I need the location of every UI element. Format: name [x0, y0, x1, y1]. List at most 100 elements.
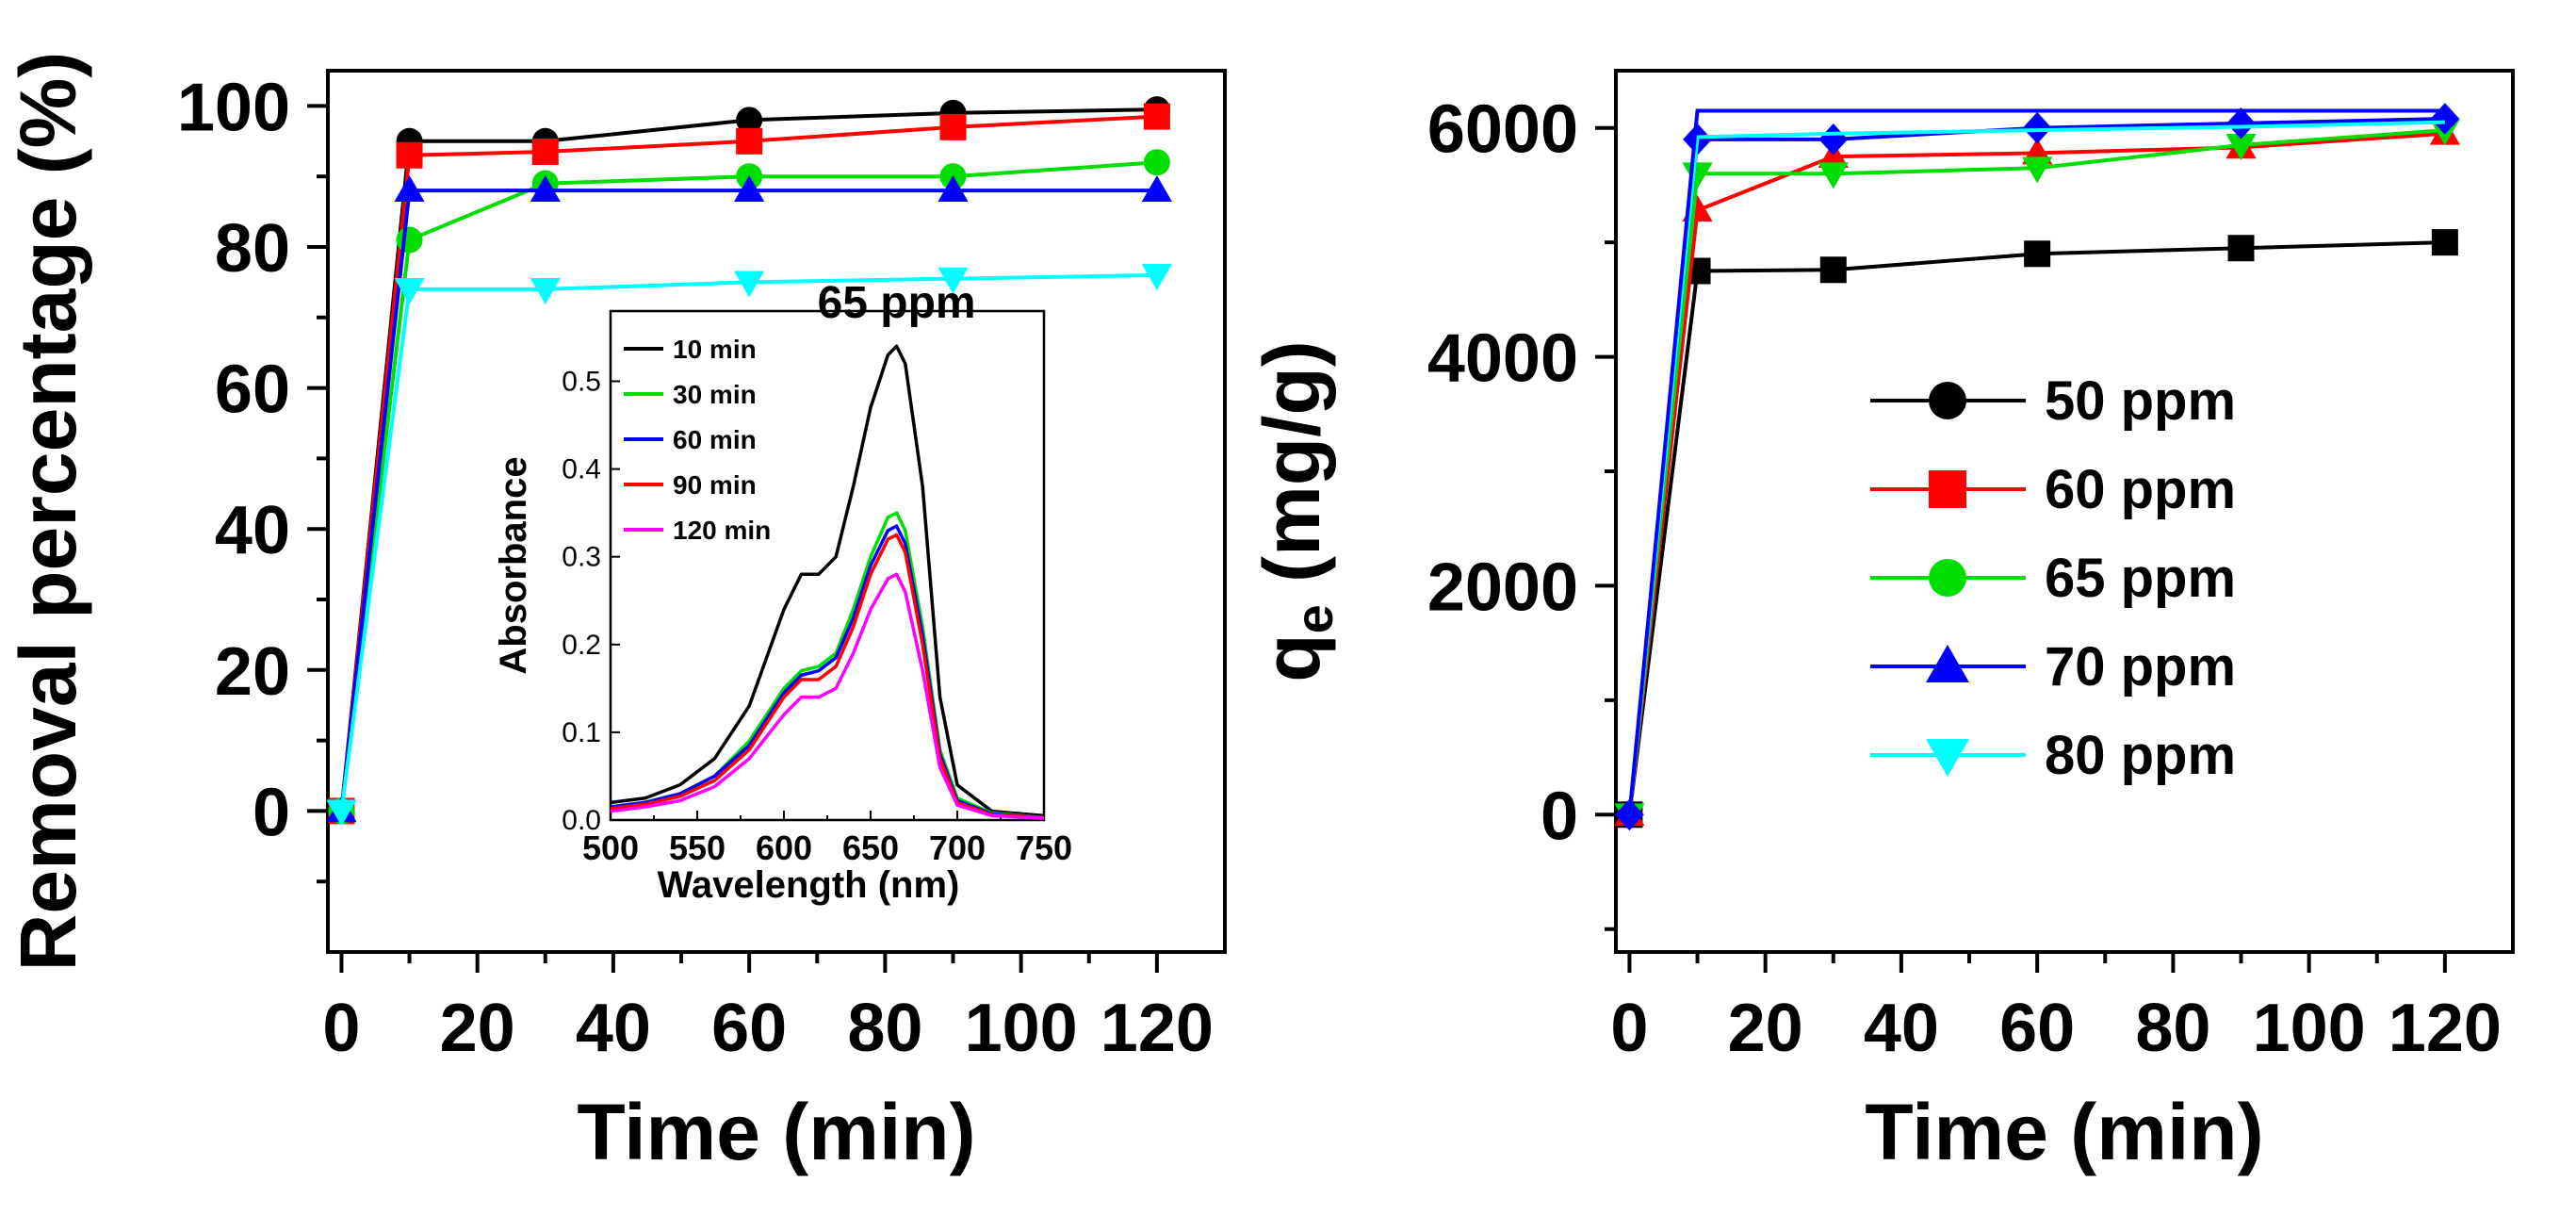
removal-chart: 0 20 40 60 80 100 120 0 20 40 60 80 100 Removal perc… [4, 52, 1227, 1176]
legend-swatch-marker [1929, 470, 1966, 508]
removal-data-point [394, 277, 425, 304]
inset-y-tick-label: 0.0 [562, 805, 601, 836]
removal-data-point [736, 127, 763, 155]
qe-data-point [1819, 256, 1847, 284]
qe-series-line [1627, 128, 2446, 815]
removal-data-point [1141, 175, 1172, 203]
legend-swatch-marker [1926, 645, 1969, 682]
inset-absorbance-chart: 500 550 600 650 700 750 0.0 0.1 0.2 0.3 0.4 0.5 10 m… [493, 278, 1072, 906]
removal-series-line [339, 114, 1157, 812]
inset-legend-label: 10 min [673, 335, 757, 364]
removal-plot-frame [326, 69, 1227, 954]
qe-y-label-subscript: e [1284, 604, 1344, 633]
legend-swatch-marker [1929, 559, 1966, 597]
removal-data-point [939, 113, 967, 140]
qe-x-tick-label: 0 [1610, 991, 1648, 1066]
removal-x-tick-label: 20 [440, 991, 515, 1066]
qe-chart: 0 20 40 60 80 100 120 0 2000 4000 6000 qe (mg/g) T… [1247, 69, 2515, 1176]
removal-x-tick-label: 40 [576, 991, 651, 1066]
qe-x-tick-label: 20 [1728, 991, 1803, 1066]
removal-data-point [1143, 103, 1170, 130]
qe-data-point [2227, 235, 2255, 262]
qe-data-point [2226, 107, 2256, 140]
inset-y-tick-label: 0.5 [562, 366, 601, 397]
qe-x-tick-label: 80 [2135, 991, 2210, 1066]
removal-data-point [734, 175, 765, 203]
removal-data-point [396, 226, 423, 254]
inset-x-tick-label: 750 [1016, 829, 1072, 867]
inset-annotation: 65 ppm [818, 278, 976, 328]
inset-y-tick-label: 0.4 [562, 454, 601, 485]
inset-series-line [610, 344, 1045, 818]
legend-label: 65 ppm [2045, 548, 2236, 609]
legend-label: 80 ppm [2045, 725, 2236, 786]
removal-data-point [937, 267, 969, 294]
removal-y-tick-label: 40 [215, 493, 290, 568]
qe-series-line [1627, 108, 2445, 815]
qe-data-point [2431, 229, 2458, 256]
inset-legend-label: 60 min [673, 425, 757, 454]
removal-x-tick-label: 80 [847, 991, 922, 1066]
inset-legend-label: 120 min [673, 516, 771, 545]
removal-y-tick-label: 100 [177, 70, 290, 145]
qe-series-line [1627, 240, 2445, 815]
removal-y-tick-label: 0 [253, 775, 290, 850]
removal-data-point [736, 107, 763, 134]
removal-data-point [1141, 264, 1172, 291]
qe-y-axis-label: qe (mg/g) [1247, 340, 1344, 681]
qe-x-tick-label: 100 [2253, 991, 2366, 1066]
removal-data-point [1143, 149, 1170, 176]
qe-y-tick-label: 6000 [1427, 92, 1578, 168]
qe-y-tick-label: 2000 [1427, 550, 1578, 625]
qe-x-axis-label: Time (min) [1865, 1088, 2263, 1176]
qe-data-point [2225, 134, 2257, 161]
removal-data-point [734, 271, 765, 298]
qe-series-line [1627, 131, 2446, 815]
inset-y-axis-label: Absorbance [493, 456, 534, 674]
removal-data-point [326, 799, 357, 827]
legend-label: 70 ppm [2045, 636, 2236, 698]
qe-y-tick-label: 4000 [1427, 321, 1578, 397]
qe-data-point [2022, 111, 2052, 144]
removal-y-tick-label: 60 [215, 353, 290, 428]
removal-x-tick-label: 100 [965, 991, 1078, 1066]
removal-x-tick-label: 120 [1101, 991, 1214, 1066]
removal-x-tick-label: 60 [711, 991, 787, 1066]
qe-y-tick-label: 0 [1541, 779, 1578, 854]
removal-x-axis-label: Time (min) [577, 1088, 975, 1176]
qe-data-point [1682, 162, 1713, 189]
removal-data-point [394, 175, 425, 203]
qe-data-point [1818, 162, 1849, 189]
removal-y-axis-label: Removal percentage (%) [4, 52, 92, 972]
removal-data-point [396, 141, 423, 169]
legend-swatch-marker [1926, 739, 1969, 777]
qe-data-point [2022, 156, 2053, 184]
inset-x-tick-label: 650 [842, 829, 899, 867]
qe-data-point [1818, 123, 1849, 156]
removal-series-line [339, 272, 1157, 812]
removal-data-point [530, 175, 561, 203]
removal-series-line [339, 189, 1157, 812]
removal-series-line [339, 160, 1158, 812]
legend-label: 60 ppm [2045, 459, 2236, 520]
inset-y-tick-label: 0.2 [562, 630, 601, 661]
qe-data-point [2430, 103, 2460, 135]
inset-x-tick-label: 500 [582, 829, 639, 867]
qe-x-tick-label: 60 [1999, 991, 2075, 1066]
removal-y-tick-label: 80 [215, 211, 290, 287]
inset-x-axis-label: Wavelength (nm) [658, 864, 960, 906]
qe-x-tick-label: 120 [2389, 991, 2502, 1066]
inset-legend-label: 90 min [673, 470, 757, 500]
removal-data-point [937, 175, 969, 203]
qe-data-point [2024, 240, 2051, 268]
qe-y-label-unit: (mg/g) [1247, 340, 1336, 604]
inset-y-tick-label: 0.3 [562, 542, 601, 573]
qe-series-line [1627, 117, 2445, 815]
removal-x-tick-label: 0 [322, 991, 360, 1066]
removal-y-tick-label: 20 [215, 634, 290, 710]
qe-plot-frame [1614, 69, 2515, 954]
qe-x-tick-label: 40 [1864, 991, 1939, 1066]
inset-x-tick-label: 550 [669, 829, 726, 867]
inset-y-tick-label: 0.1 [562, 717, 601, 748]
